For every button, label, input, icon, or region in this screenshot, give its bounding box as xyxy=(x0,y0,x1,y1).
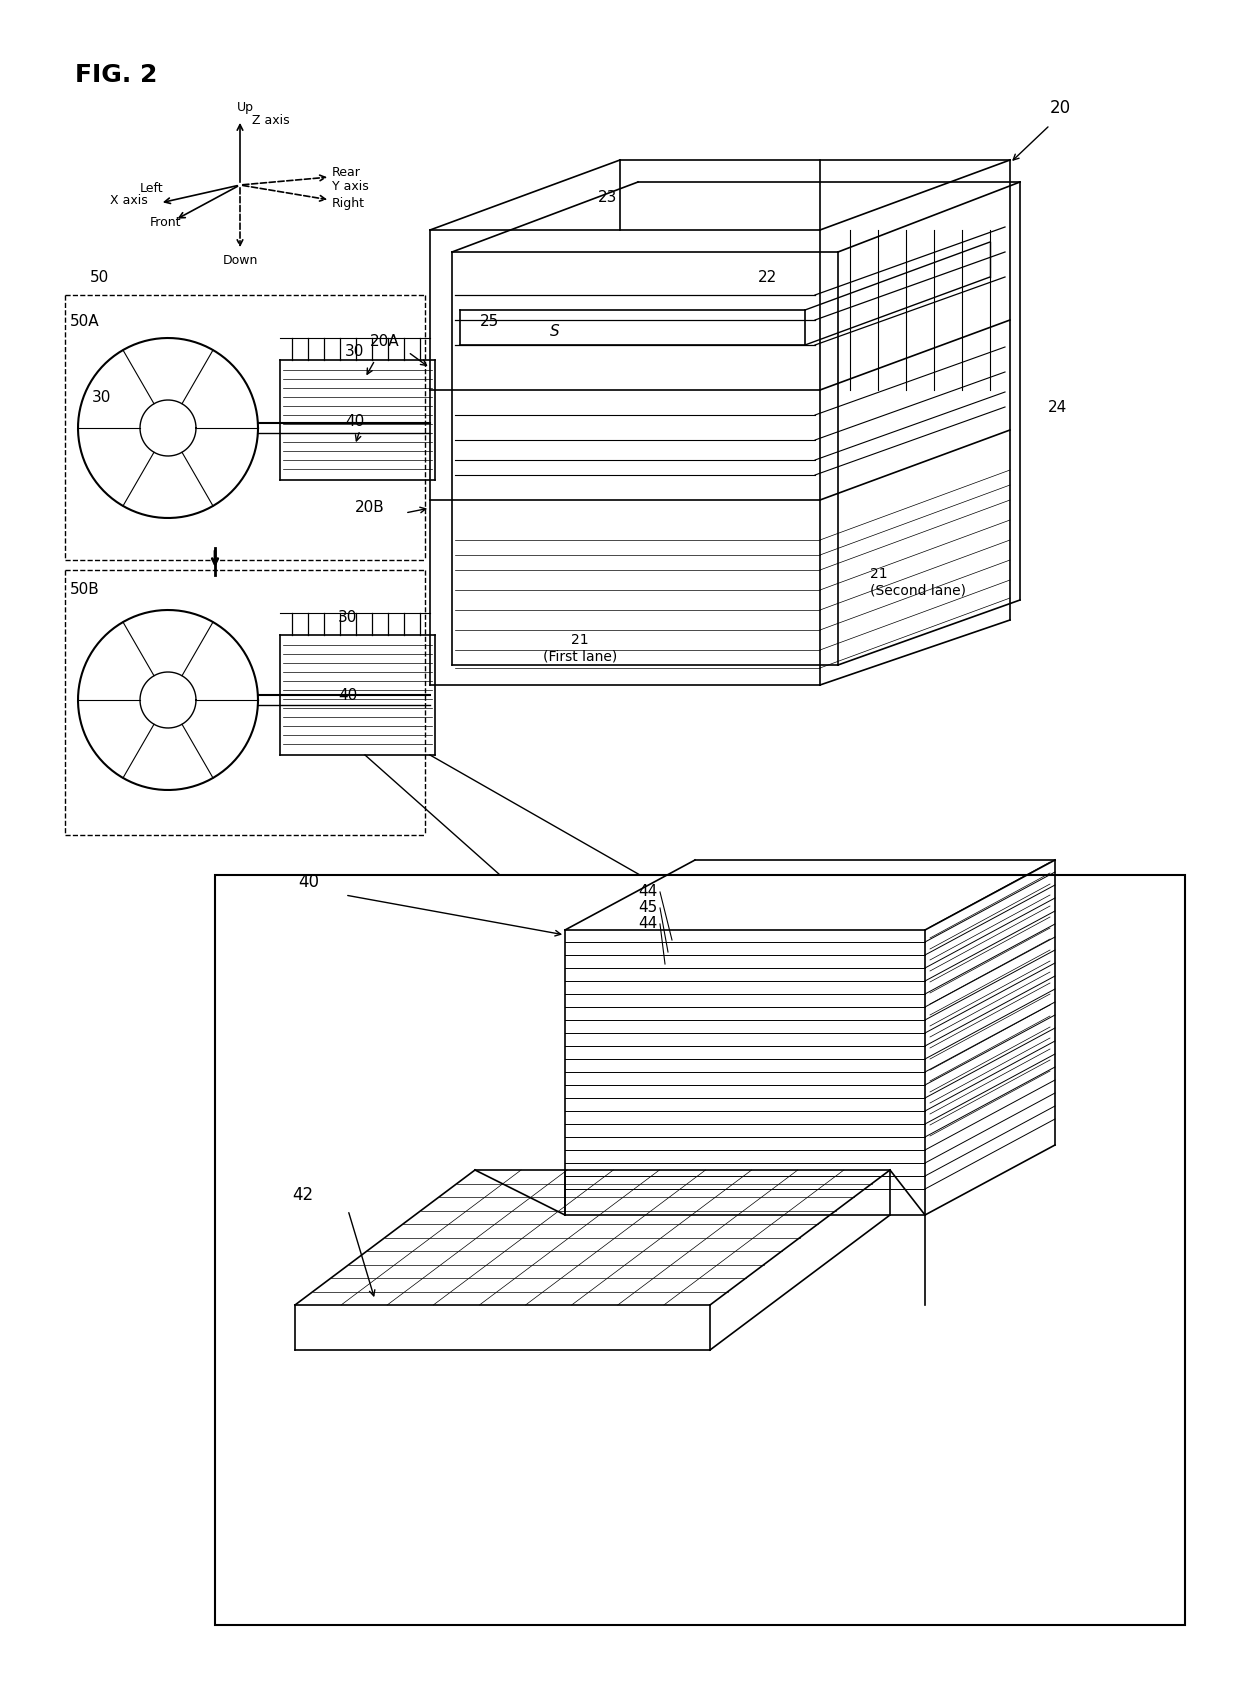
Text: 50B: 50B xyxy=(69,582,99,597)
Text: 50A: 50A xyxy=(69,314,99,329)
Text: 44: 44 xyxy=(639,916,657,932)
Text: Y axis: Y axis xyxy=(332,180,368,193)
Text: 22: 22 xyxy=(758,270,777,285)
Text: 24: 24 xyxy=(1048,400,1068,416)
Text: Down: Down xyxy=(222,253,258,266)
Text: FIG. 2: FIG. 2 xyxy=(74,63,157,87)
Text: 25: 25 xyxy=(480,314,500,329)
Text: 21
(Second lane): 21 (Second lane) xyxy=(870,567,966,597)
Text: 20: 20 xyxy=(1050,98,1071,117)
Text: 50: 50 xyxy=(91,270,109,285)
Text: 20B: 20B xyxy=(355,501,384,516)
Text: X axis: X axis xyxy=(110,193,148,207)
Text: 30: 30 xyxy=(339,611,357,626)
Text: 20A: 20A xyxy=(370,334,399,350)
Text: 45: 45 xyxy=(639,901,657,915)
Text: 23: 23 xyxy=(598,190,618,205)
Text: Right: Right xyxy=(332,197,365,209)
Text: 40: 40 xyxy=(345,414,365,429)
Text: Left: Left xyxy=(140,182,164,195)
Text: 44: 44 xyxy=(639,884,657,899)
Text: Front: Front xyxy=(150,216,181,229)
Text: S: S xyxy=(551,324,559,339)
Text: 21
(First lane): 21 (First lane) xyxy=(543,633,618,664)
Text: 30: 30 xyxy=(345,344,365,360)
Text: 40: 40 xyxy=(298,872,319,891)
Text: 40: 40 xyxy=(339,687,357,703)
Text: 30: 30 xyxy=(92,390,112,406)
Text: 42: 42 xyxy=(291,1186,314,1203)
Text: Rear: Rear xyxy=(332,166,361,180)
FancyBboxPatch shape xyxy=(215,876,1185,1626)
Text: Z axis: Z axis xyxy=(252,114,290,127)
Text: Up: Up xyxy=(237,100,253,114)
